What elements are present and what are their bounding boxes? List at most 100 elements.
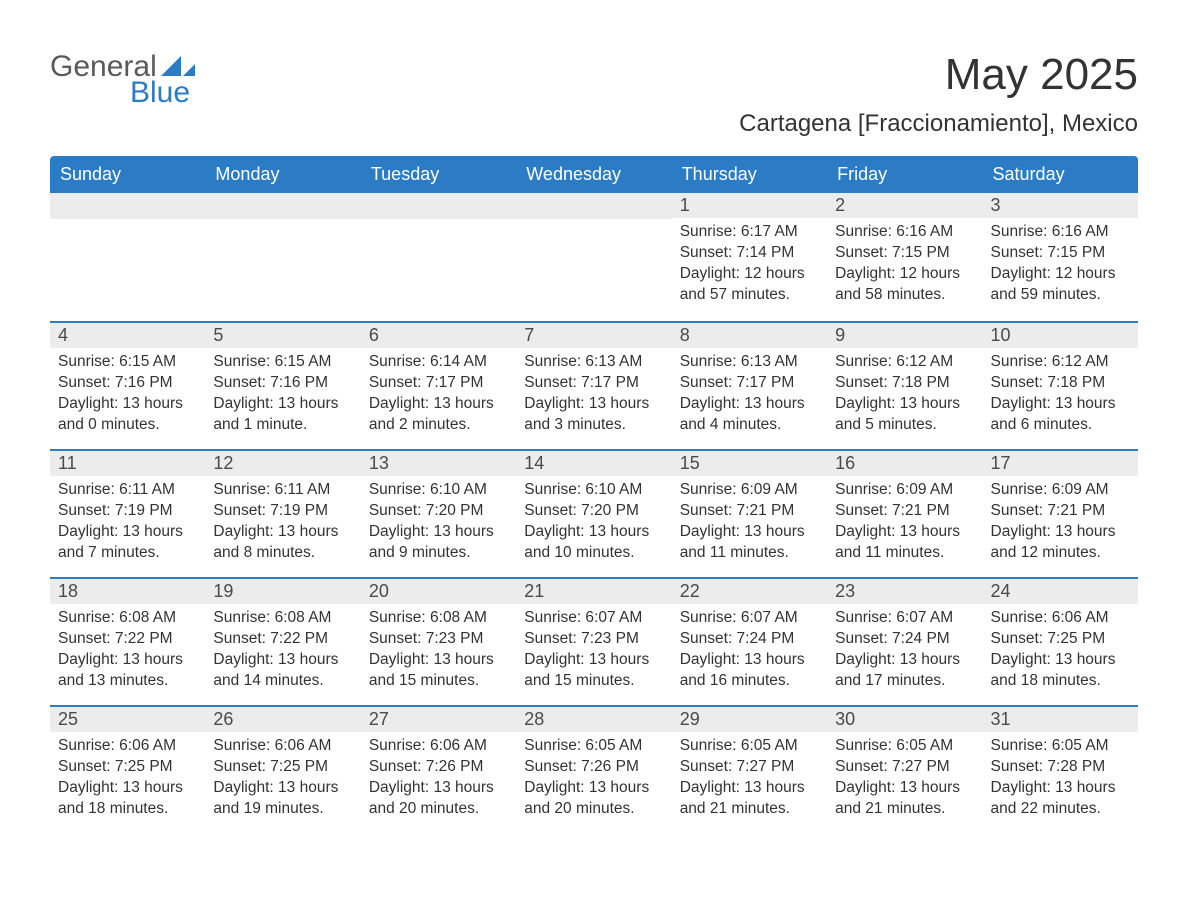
page-header: General Blue May 2025 Cartagena [Fraccio…: [50, 50, 1138, 138]
day-content: Sunrise: 6:08 AMSunset: 7:22 PMDaylight:…: [50, 604, 205, 700]
day-number: 8: [672, 323, 827, 348]
daylight-text: Daylight: 13 hours and 18 minutes.: [58, 778, 197, 820]
day-number: 6: [361, 323, 516, 348]
day-number: 31: [983, 707, 1138, 732]
day-number: 22: [672, 579, 827, 604]
calendar-day-cell: 22Sunrise: 6:07 AMSunset: 7:24 PMDayligh…: [672, 579, 827, 705]
day-number-empty: [50, 193, 205, 219]
calendar-header-row: Sunday Monday Tuesday Wednesday Thursday…: [50, 156, 1138, 193]
sunrise-text: Sunrise: 6:16 AM: [991, 222, 1130, 243]
sunrise-text: Sunrise: 6:09 AM: [991, 480, 1130, 501]
sunset-text: Sunset: 7:18 PM: [835, 373, 974, 394]
daylight-text: Daylight: 13 hours and 19 minutes.: [213, 778, 352, 820]
day-number: 10: [983, 323, 1138, 348]
sunrise-text: Sunrise: 6:06 AM: [991, 608, 1130, 629]
sunrise-text: Sunrise: 6:11 AM: [58, 480, 197, 501]
logo: General Blue: [50, 50, 195, 110]
location-subtitle: Cartagena [Fraccionamiento], Mexico: [739, 110, 1138, 138]
sunrise-text: Sunrise: 6:10 AM: [524, 480, 663, 501]
calendar-week-row: 11 Sunrise: 6:11 AM Sunset: 7:19 PM Dayligh…: [50, 449, 1138, 577]
sunrise-text: Sunrise: 6:14 AM: [369, 352, 508, 373]
calendar-day-cell: 11Sunrise: 6:11 AMSunset: 7:19 PMDayligh…: [50, 451, 205, 577]
day-number: 3: [983, 193, 1138, 218]
day-content: Sunrise: 6:10 AMSunset: 7:20 PMDaylight:…: [361, 476, 516, 572]
day-content: Sunrise: 6:05 AMSunset: 7:26 PMDaylight:…: [516, 732, 671, 828]
sunset-text: Sunset: 7:27 PM: [835, 757, 974, 778]
sunset-text: Sunset: 7:19 PM: [213, 501, 352, 522]
day-header-sunday: Sunday: [50, 156, 205, 193]
sunset-text: Sunset: 7:16 PM: [213, 373, 352, 394]
calendar-day-cell: 15Sunrise: 6:09 AMSunset: 7:21 PMDayligh…: [672, 451, 827, 577]
day-content: Sunrise: 6:16 AMSunset: 7:15 PMDaylight:…: [983, 218, 1138, 314]
sunrise-text: Sunrise: 6:08 AM: [58, 608, 197, 629]
calendar-day-cell: 30Sunrise: 6:05 AMSunset: 7:27 PMDayligh…: [827, 707, 982, 833]
day-content: Sunrise: 6:17 AMSunset: 7:14 PMDaylight:…: [672, 218, 827, 314]
sunset-text: Sunset: 7:21 PM: [680, 501, 819, 522]
calendar-day-cell: 23Sunrise: 6:07 AMSunset: 7:24 PMDayligh…: [827, 579, 982, 705]
day-header-saturday: Saturday: [983, 156, 1138, 193]
daylight-text: Daylight: 13 hours and 0 minutes.: [58, 394, 197, 436]
daylight-text: Daylight: 13 hours and 20 minutes.: [524, 778, 663, 820]
sunset-text: Sunset: 7:15 PM: [991, 243, 1130, 264]
day-number: 12: [205, 451, 360, 476]
daylight-text: Daylight: 13 hours and 6 minutes.: [991, 394, 1130, 436]
daylight-text: Daylight: 13 hours and 4 minutes.: [680, 394, 819, 436]
day-content: Sunrise: 6:05 AMSunset: 7:27 PMDaylight:…: [672, 732, 827, 828]
calendar-day-cell: 2Sunrise: 6:16 AMSunset: 7:15 PMDaylight…: [827, 193, 982, 321]
calendar-day-cell: 18Sunrise: 6:08 AMSunset: 7:22 PMDayligh…: [50, 579, 205, 705]
day-number: 4: [50, 323, 205, 348]
day-content: Sunrise: 6:08 AMSunset: 7:23 PMDaylight:…: [361, 604, 516, 700]
day-number-empty: [205, 193, 360, 219]
sunset-text: Sunset: 7:24 PM: [835, 629, 974, 650]
day-number: 16: [827, 451, 982, 476]
daylight-text: Daylight: 12 hours and 57 minutes.: [680, 264, 819, 306]
sunset-text: Sunset: 7:22 PM: [58, 629, 197, 650]
day-content: Sunrise: 6:15 AMSunset: 7:16 PMDaylight:…: [205, 348, 360, 444]
sunrise-text: Sunrise: 6:06 AM: [369, 736, 508, 757]
calendar-day-cell: 16Sunrise: 6:09 AMSunset: 7:21 PMDayligh…: [827, 451, 982, 577]
day-number: 27: [361, 707, 516, 732]
calendar-day-cell: 12Sunrise: 6:11 AMSunset: 7:19 PMDayligh…: [205, 451, 360, 577]
day-number: 28: [516, 707, 671, 732]
day-number: 21: [516, 579, 671, 604]
day-content: Sunrise: 6:16 AMSunset: 7:15 PMDaylight:…: [827, 218, 982, 314]
sunset-text: Sunset: 7:25 PM: [58, 757, 197, 778]
calendar-day-cell: [516, 193, 671, 321]
calendar-body: 1Sunrise: 6:17 AMSunset: 7:14 PMDaylight…: [50, 193, 1138, 833]
day-content: Sunrise: 6:05 AMSunset: 7:28 PMDaylight:…: [983, 732, 1138, 828]
sunset-text: Sunset: 7:21 PM: [835, 501, 974, 522]
day-number: 5: [205, 323, 360, 348]
day-number: 1: [672, 193, 827, 218]
calendar-week-row: 18Sunrise: 6:08 AMSunset: 7:22 PMDayligh…: [50, 577, 1138, 705]
sunset-text: Sunset: 7:20 PM: [369, 501, 508, 522]
sunset-text: Sunset: 7:17 PM: [524, 373, 663, 394]
day-number: 7: [516, 323, 671, 348]
daylight-text: Daylight: 13 hours and 9 minutes.: [369, 522, 508, 564]
day-content: Sunrise: 6:06 AMSunset: 7:25 PMDaylight:…: [50, 732, 205, 828]
calendar-table: Sunday Monday Tuesday Wednesday Thursday…: [50, 156, 1138, 833]
daylight-text: Daylight: 13 hours and 15 minutes.: [369, 650, 508, 692]
sunset-text: Sunset: 7:15 PM: [835, 243, 974, 264]
day-number: 19: [205, 579, 360, 604]
calendar-week-row: 1Sunrise: 6:17 AMSunset: 7:14 PMDaylight…: [50, 193, 1138, 321]
calendar-day-cell: [205, 193, 360, 321]
daylight-text: Daylight: 13 hours and 21 minutes.: [680, 778, 819, 820]
calendar-day-cell: 3Sunrise: 6:16 AMSunset: 7:15 PMDaylight…: [983, 193, 1138, 321]
sunrise-text: Sunrise: 6:05 AM: [524, 736, 663, 757]
daylight-text: Daylight: 12 hours and 58 minutes.: [835, 264, 974, 306]
daylight-text: Daylight: 13 hours and 1 minute.: [213, 394, 352, 436]
day-content: Sunrise: 6:08 AMSunset: 7:22 PMDaylight:…: [205, 604, 360, 700]
day-number: 11: [50, 451, 205, 476]
calendar-day-cell: [50, 193, 205, 321]
calendar-day-cell: 6Sunrise: 6:14 AMSunset: 7:17 PMDaylight…: [361, 323, 516, 449]
sunrise-text: Sunrise: 6:13 AM: [680, 352, 819, 373]
sunset-text: Sunset: 7:20 PM: [524, 501, 663, 522]
sunset-text: Sunset: 7:27 PM: [680, 757, 819, 778]
sunrise-text: Sunrise: 6:07 AM: [835, 608, 974, 629]
sunset-text: Sunset: 7:23 PM: [524, 629, 663, 650]
calendar-day-cell: 17Sunrise: 6:09 AMSunset: 7:21 PMDayligh…: [983, 451, 1138, 577]
day-content: Sunrise: 6:12 AMSunset: 7:18 PMDaylight:…: [827, 348, 982, 444]
daylight-text: Daylight: 13 hours and 20 minutes.: [369, 778, 508, 820]
calendar-day-cell: 20Sunrise: 6:08 AMSunset: 7:23 PMDayligh…: [361, 579, 516, 705]
day-number: 17: [983, 451, 1138, 476]
